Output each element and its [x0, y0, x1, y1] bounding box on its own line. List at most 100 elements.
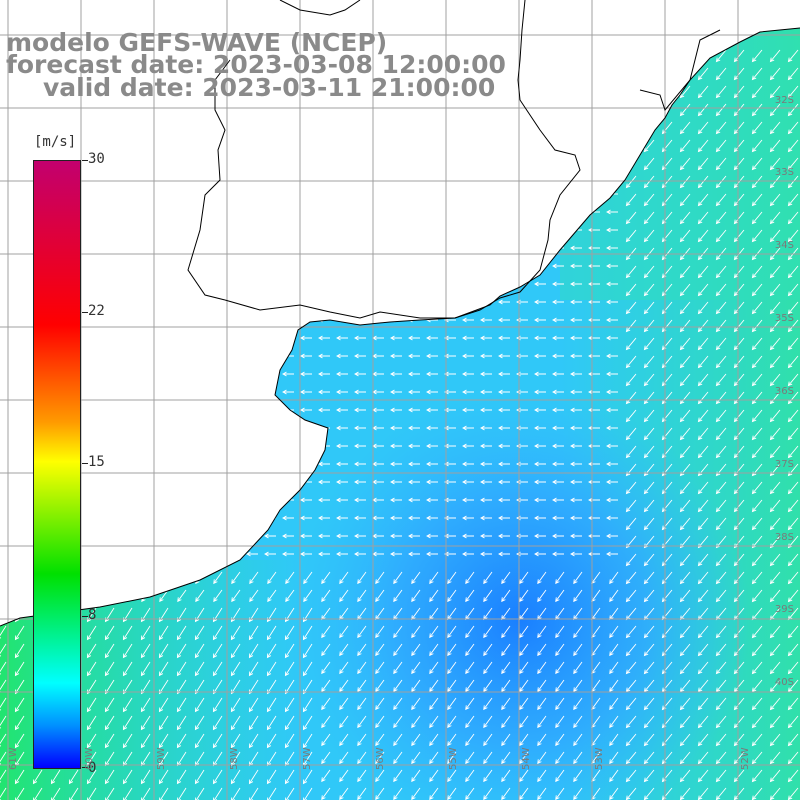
wind-arrow: [697, 733, 709, 747]
wind-arrow: [390, 461, 402, 467]
wind-arrow: [0, 733, 7, 749]
wind-arrow: [625, 571, 637, 585]
wind-arrow: [284, 715, 295, 731]
wind-arrow: [426, 353, 438, 359]
wind-arrow: [498, 425, 510, 431]
wind-arrow: [194, 787, 205, 800]
wind-arrow: [697, 265, 709, 279]
wind-arrow: [625, 283, 637, 297]
wind-arrow: [411, 769, 421, 783]
wind-arrow: [140, 661, 151, 677]
wind-arrow: [50, 769, 61, 785]
lat-label: 39S: [774, 604, 794, 615]
wind-arrow: [267, 571, 277, 585]
wind-arrow: [0, 643, 7, 659]
wind-arrow: [300, 515, 312, 521]
wind-arrow: [625, 553, 637, 567]
wind-arrow: [483, 679, 493, 693]
colorbar-tick: [82, 160, 88, 161]
wind-arrow: [715, 211, 727, 225]
wind-arrow: [537, 751, 547, 765]
wind-arrow: [158, 769, 169, 785]
wind-arrow: [751, 175, 763, 189]
wind-arrow: [104, 787, 115, 800]
wind-arrow: [625, 769, 637, 783]
wind-arrow: [230, 787, 241, 800]
wind-arrow: [140, 715, 151, 731]
wind-arrow: [14, 697, 25, 713]
wind-arrow: [570, 245, 582, 251]
wind-arrow: [751, 139, 763, 153]
wind-arrow: [444, 407, 456, 413]
wind-arrow: [769, 337, 781, 351]
wind-arrow: [122, 697, 133, 713]
wind-arrow: [573, 571, 583, 585]
wind-arrow: [609, 571, 619, 585]
wind-arrow: [357, 643, 367, 657]
wind-arrow: [588, 551, 600, 557]
wind-arrow: [606, 551, 618, 557]
wind-arrow: [643, 751, 655, 765]
wind-arrow: [715, 427, 727, 441]
wind-arrow: [248, 625, 259, 641]
wind-arrow: [787, 85, 799, 99]
wind-arrow: [697, 229, 709, 243]
wind-arrow: [426, 497, 438, 503]
wind-arrow: [643, 553, 655, 567]
wind-arrow: [465, 589, 475, 603]
colorbar-label-30: 30: [88, 151, 105, 167]
wind-arrow: [426, 479, 438, 485]
wind-arrow: [715, 283, 727, 297]
wind-arrow: [158, 733, 169, 749]
wind-arrow: [679, 337, 691, 351]
colorbar-label-15: 15: [88, 454, 105, 470]
wind-arrow: [643, 319, 655, 333]
wind-arrow: [447, 715, 457, 729]
colorbar: [33, 160, 81, 769]
wind-arrow: [104, 769, 115, 785]
lon-label: 56W: [375, 747, 386, 770]
wind-arrow: [697, 301, 709, 315]
wind-arrow: [697, 211, 709, 225]
wind-arrow: [14, 769, 25, 785]
wind-arrow: [769, 391, 781, 405]
wind-arrow: [751, 697, 763, 711]
wind-arrow: [697, 661, 709, 675]
wind-arrow: [537, 661, 547, 675]
wind-arrow: [284, 751, 295, 767]
wind-arrow: [465, 679, 475, 693]
wind-arrow: [715, 499, 727, 513]
wind-arrow: [679, 391, 691, 405]
wind-arrow: [733, 229, 745, 243]
wind-arrow: [122, 661, 133, 677]
wind-arrow: [300, 353, 312, 359]
wind-arrow: [429, 625, 439, 639]
wind-arrow: [697, 499, 709, 513]
wind-arrow: [751, 193, 763, 207]
wind-arrow: [212, 733, 223, 749]
wind-arrow: [697, 139, 709, 153]
wind-arrow: [429, 733, 439, 747]
wind-arrow: [357, 589, 367, 603]
wind-arrow: [248, 715, 259, 731]
wind-arrow: [573, 751, 583, 765]
wind-arrow: [751, 283, 763, 297]
wind-arrow: [697, 157, 709, 171]
wind-arrow: [284, 661, 295, 677]
wind-arrow: [282, 551, 294, 557]
wind-arrow: [751, 301, 763, 315]
wind-arrow: [465, 733, 475, 747]
wind-arrow: [570, 533, 582, 539]
wind-arrow: [625, 319, 637, 333]
wind-arrow: [787, 157, 799, 171]
wind-arrow: [625, 265, 637, 279]
wind-arrow: [480, 479, 492, 485]
wind-arrow: [390, 479, 402, 485]
wind-arrow: [625, 445, 637, 459]
wind-arrow: [751, 427, 763, 441]
wind-arrow: [336, 425, 348, 431]
wind-arrow: [429, 769, 439, 783]
wind-arrow: [122, 733, 133, 749]
wind-arrow: [480, 461, 492, 467]
wind-arrow: [625, 625, 637, 639]
